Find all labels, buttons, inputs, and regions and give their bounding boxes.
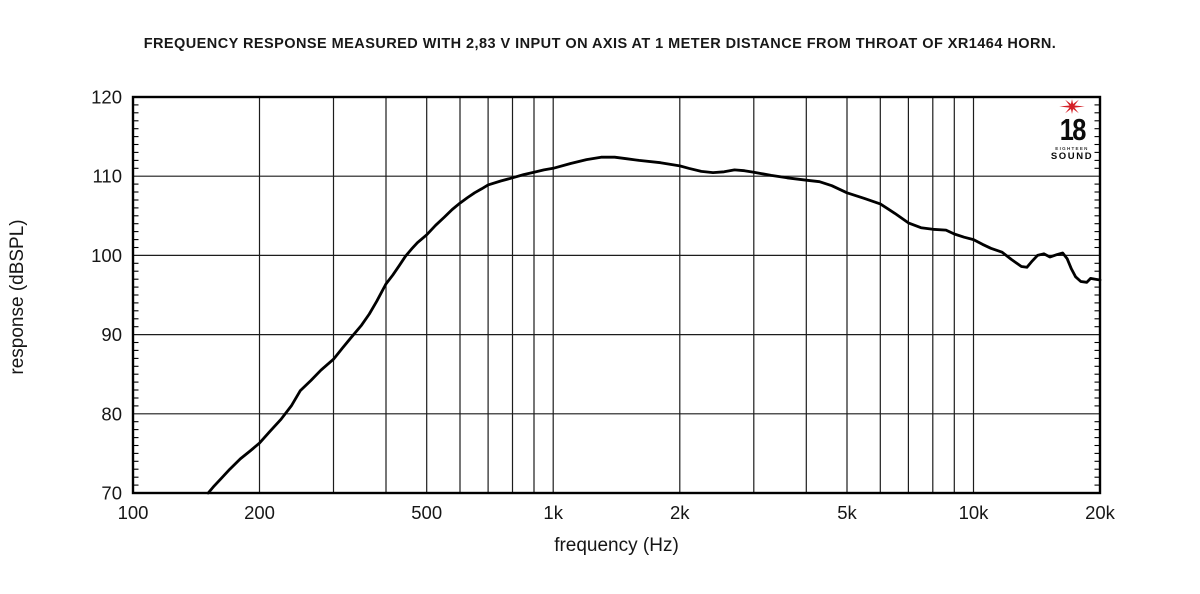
y-tick-label: 100 [91, 245, 122, 266]
plot-border [131, 95, 1102, 495]
y-axis-title: response (dBSPL) [7, 219, 28, 375]
x-axis-title: frequency (Hz) [554, 535, 679, 556]
y-tick-label: 120 [91, 87, 122, 108]
x-tick-label: 200 [244, 502, 275, 523]
brand-logo: 18 EIGHTEEN SOUND [1050, 98, 1094, 162]
star-shape [1059, 99, 1085, 114]
response-curve [206, 155, 1102, 495]
brand-name-bottom: SOUND [1050, 151, 1094, 163]
x-tick-label: 5k [837, 502, 857, 523]
x-tick-label: 20k [1085, 502, 1116, 523]
chart-title: FREQUENCY RESPONSE MEASURED WITH 2,83 V … [143, 36, 1057, 52]
star-icon [1059, 99, 1085, 114]
y-tick-label: 110 [93, 166, 123, 187]
x-tick-label: 2k [670, 502, 690, 523]
y-tick-label: 80 [101, 403, 122, 424]
brand-number: 18 [1059, 112, 1086, 147]
brand-name-top: EIGHTEEN [1055, 145, 1089, 151]
x-tick-label: 10k [959, 502, 990, 523]
x-tick-label: 100 [118, 502, 149, 523]
x-tick-label: 1k [543, 502, 563, 523]
y-tick-label: 90 [101, 324, 122, 345]
x-tick-label: 500 [411, 502, 442, 523]
y-tick-label: 70 [101, 483, 122, 504]
